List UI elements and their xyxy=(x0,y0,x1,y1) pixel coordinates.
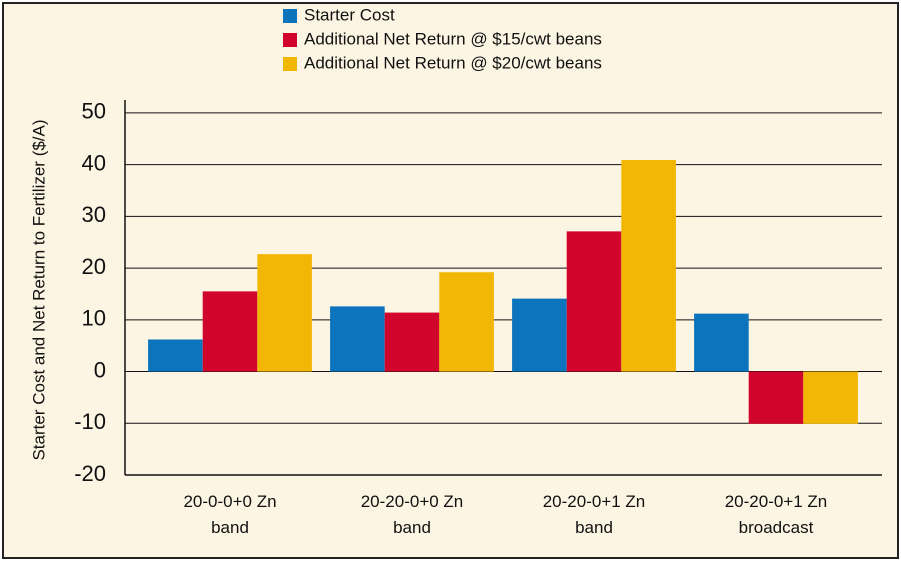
legend-swatch xyxy=(283,57,297,71)
bar xyxy=(621,160,676,372)
x-tick-label: 20-20-0+1 Zn broadcast xyxy=(725,492,828,537)
y-tick-label: -20 xyxy=(74,461,106,486)
bar xyxy=(566,231,622,372)
bar xyxy=(384,312,440,372)
y-tick-label: 0 xyxy=(94,357,106,382)
legend-swatch xyxy=(283,9,297,23)
bar xyxy=(803,371,858,424)
y-axis-label: Starter Cost and Net Return to Fertilize… xyxy=(29,119,48,460)
legend-label: Additional Net Return @ $15/cwt beans xyxy=(304,29,602,48)
x-tick-label: 20-0-0+0 Zn band xyxy=(183,492,276,537)
x-tick-label: 20-20-0+0 Zn band xyxy=(361,492,464,537)
y-tick-label: 20 xyxy=(82,254,106,279)
bar xyxy=(148,339,203,372)
y-tick-label: 40 xyxy=(82,150,106,175)
y-tick-label: 30 xyxy=(82,202,106,227)
y-tick-label: 10 xyxy=(82,306,106,331)
y-tick-label: 50 xyxy=(82,99,106,124)
y-tick-label: -10 xyxy=(74,409,106,434)
bar xyxy=(439,272,494,372)
legend-label: Starter Cost xyxy=(304,5,395,24)
legend-label: Additional Net Return @ $20/cwt beans xyxy=(304,53,602,72)
bar xyxy=(202,291,258,372)
bar xyxy=(330,306,385,372)
bar xyxy=(748,371,804,424)
bar xyxy=(257,254,312,372)
x-tick-label: 20-20-0+1 Zn band xyxy=(543,492,646,537)
legend-swatch xyxy=(283,33,297,47)
bar xyxy=(694,313,749,372)
bar xyxy=(512,298,567,372)
